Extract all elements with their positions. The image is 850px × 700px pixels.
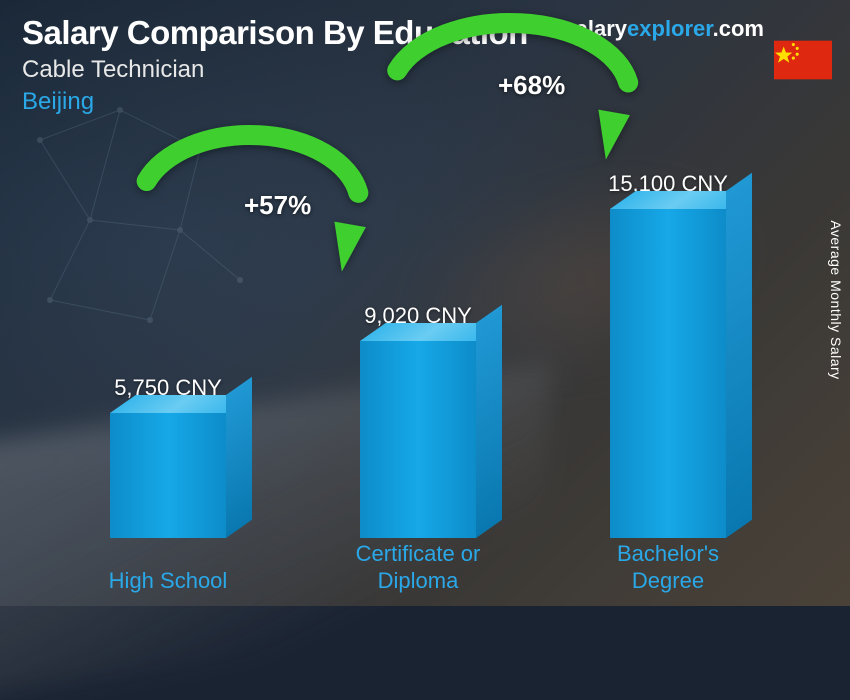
brand-suffix: .com bbox=[713, 16, 764, 41]
brand-accent: explorer bbox=[627, 16, 713, 41]
bar-front bbox=[360, 341, 476, 538]
bar-group: 9,020 CNY bbox=[360, 303, 476, 538]
bar bbox=[610, 209, 726, 538]
category-label: Certificate orDiploma bbox=[318, 541, 518, 594]
bar-front bbox=[110, 413, 226, 538]
bar-front bbox=[610, 209, 726, 538]
bar-chart: 5,750 CNY 9,020 CNY 15,100 CNY bbox=[60, 108, 780, 538]
percentage-increase: +57% bbox=[244, 190, 311, 221]
category-label: High School bbox=[68, 568, 268, 594]
brand-label: salaryexplorer.com bbox=[563, 16, 764, 42]
percentage-increase: +68% bbox=[498, 70, 565, 101]
bar-side-face bbox=[226, 377, 252, 538]
bar bbox=[110, 413, 226, 538]
bar-group: 15,100 CNY bbox=[610, 171, 726, 538]
bar-side-face bbox=[726, 173, 752, 538]
y-axis-label: Average Monthly Salary bbox=[828, 220, 844, 379]
chart-subtitle: Cable Technician bbox=[22, 56, 204, 84]
chart-title: Salary Comparison By Education bbox=[22, 14, 528, 52]
chart-container: Salary Comparison By Education Cable Tec… bbox=[0, 0, 850, 606]
brand-prefix: salary bbox=[563, 16, 627, 41]
bar-group: 5,750 CNY bbox=[110, 375, 226, 538]
category-label: Bachelor'sDegree bbox=[568, 541, 768, 594]
bar-side-face bbox=[476, 305, 502, 538]
flag-icon bbox=[774, 40, 832, 80]
bar bbox=[360, 341, 476, 538]
